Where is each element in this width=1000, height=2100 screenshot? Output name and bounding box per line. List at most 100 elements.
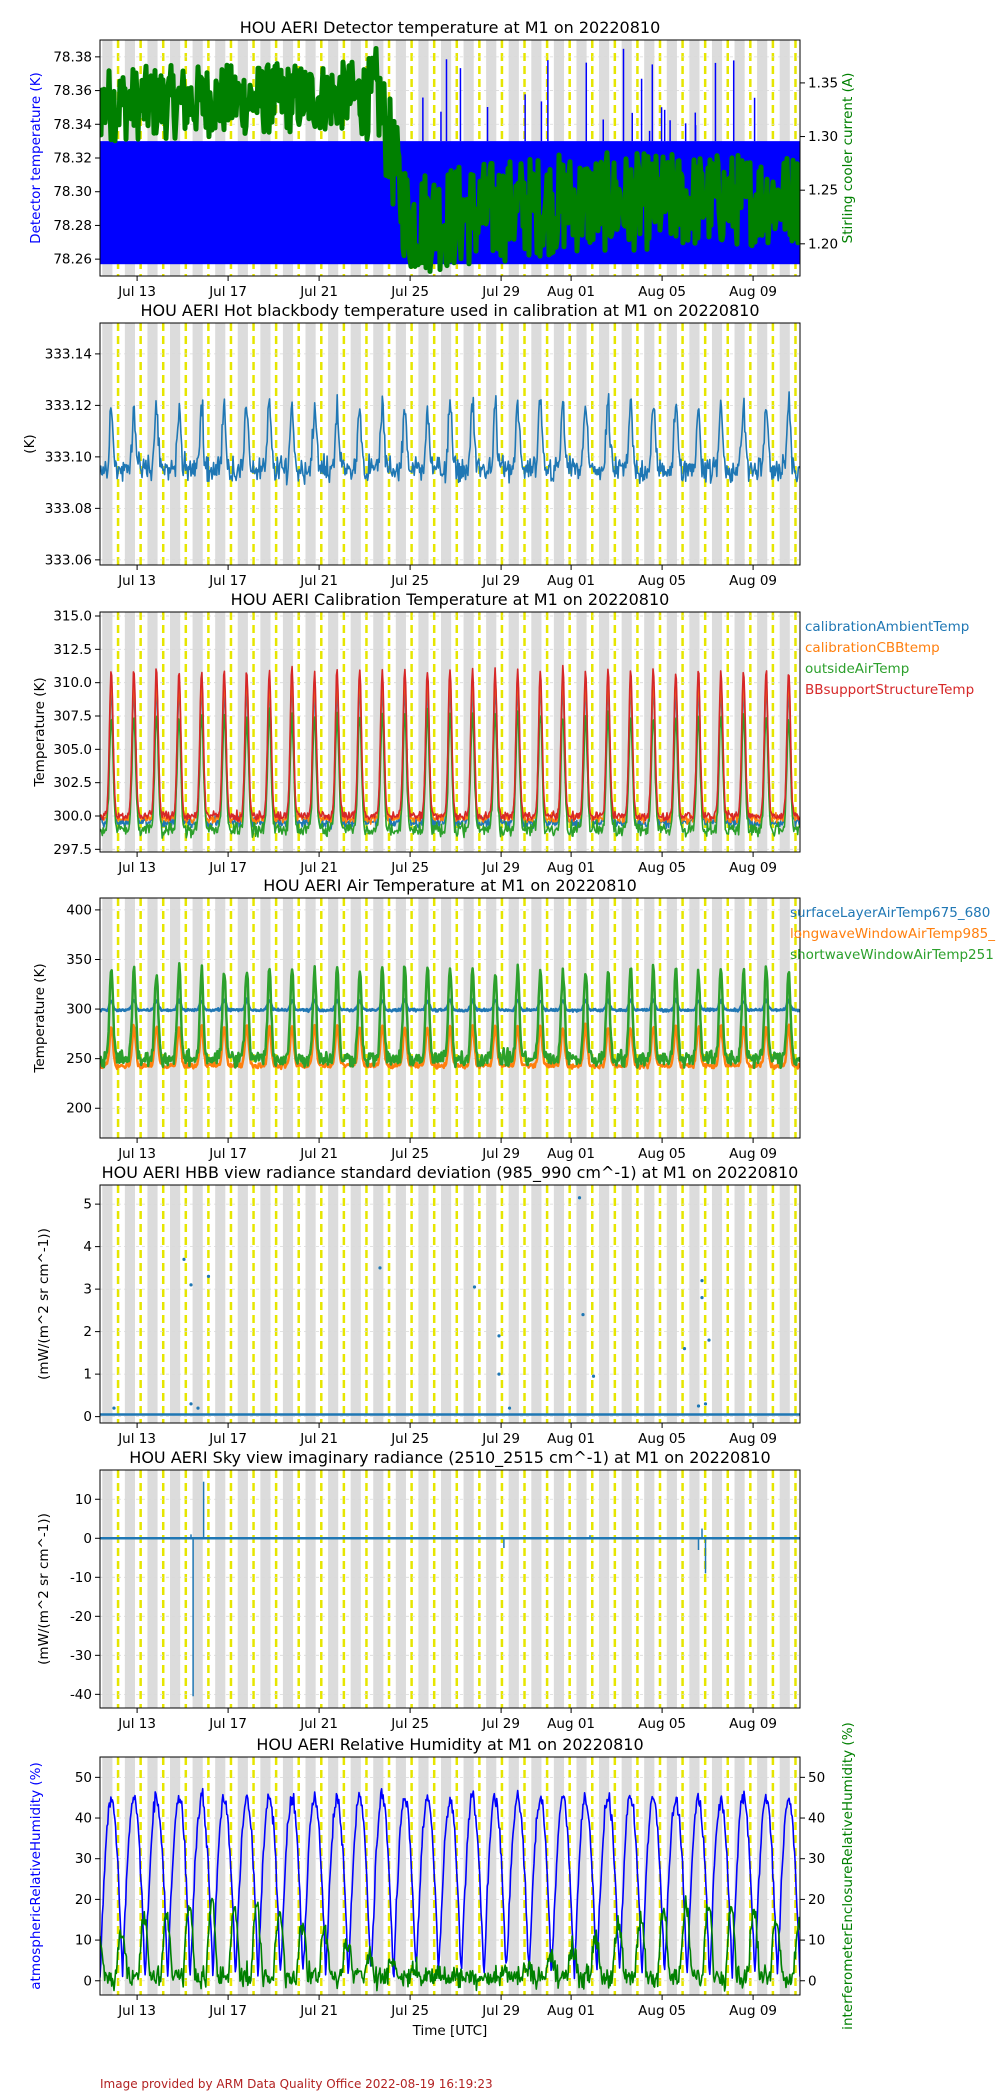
x-tick-label: Jul 13	[117, 1716, 156, 1732]
night-band	[508, 898, 519, 1138]
night-band	[599, 1470, 610, 1708]
night-band	[734, 612, 745, 852]
legend: surfaceLayerAirTemp675_680 longwaveWindow…	[790, 905, 995, 963]
night-band	[779, 898, 790, 1138]
night-band	[486, 1757, 497, 1995]
panel-1: HOU AERI Detector temperature at M1 on 2…	[28, 18, 856, 300]
y-tick-label: 250	[66, 1051, 92, 1067]
y-tick-label: 302.5	[53, 775, 92, 791]
night-band	[666, 1185, 677, 1423]
y-tick-label-right: 1.30	[808, 129, 838, 145]
outlier-point	[112, 1406, 116, 1410]
night-band	[486, 612, 497, 852]
night-band	[215, 323, 226, 565]
y-tick-label: 300.0	[53, 809, 92, 825]
legend-entry: outsideAirTemp	[805, 661, 909, 677]
night-band	[170, 1185, 181, 1423]
night-band	[757, 1185, 768, 1423]
night-band	[328, 1185, 339, 1423]
day-night-background	[102, 612, 797, 852]
x-tick-label: Aug 05	[638, 284, 686, 300]
night-band	[305, 612, 316, 852]
night-band	[328, 898, 339, 1138]
night-band	[282, 1757, 294, 1995]
night-band	[440, 1185, 452, 1423]
x-tick-label: Aug 09	[729, 1716, 777, 1732]
y-tick-label: 1	[83, 1367, 92, 1383]
y-axis-label-right: Stirling cooler current (A)	[840, 73, 856, 244]
x-tick-label: Aug 01	[547, 2003, 595, 2019]
night-band	[666, 1757, 677, 1995]
night-band	[486, 898, 497, 1138]
night-band	[644, 612, 655, 852]
y-tick-label: -20	[70, 1609, 92, 1625]
night-band	[305, 1470, 316, 1708]
panel-3: HOU AERI Calibration Temperature at M1 o…	[32, 590, 974, 876]
night-band	[711, 1470, 723, 1708]
night-band	[440, 1470, 452, 1708]
night-band	[757, 898, 768, 1138]
y-tick-label: 10	[75, 1933, 92, 1949]
night-band	[260, 612, 271, 852]
series-outsideAirTemp	[100, 707, 800, 839]
axes-frame	[99, 1469, 801, 1709]
night-band	[418, 1185, 429, 1423]
axes-frame	[99, 1756, 801, 1996]
night-band	[260, 323, 271, 565]
night-band	[260, 1185, 271, 1423]
x-tick-label: Jul 13	[117, 1146, 156, 1162]
outlier-point	[703, 1402, 708, 1406]
outlier-point	[682, 1347, 687, 1351]
night-band	[508, 612, 519, 852]
night-band	[711, 323, 723, 565]
night-band	[102, 1470, 113, 1708]
y-tick-label: -10	[70, 1570, 92, 1586]
y-tick-label: 312.5	[53, 642, 92, 658]
night-band	[237, 1470, 248, 1708]
night-band	[215, 612, 226, 852]
x-tick-label: Jul 17	[208, 1431, 247, 1447]
night-band	[599, 1757, 610, 1995]
outlier-point	[497, 1334, 501, 1338]
y-tick-label: 0	[83, 1531, 92, 1547]
chart-title: HOU AERI Calibration Temperature at M1 o…	[231, 590, 670, 609]
night-band	[508, 1757, 519, 1995]
night-band	[237, 1757, 248, 1995]
y-tick-label-right: 0	[808, 1973, 817, 1989]
night-band	[305, 1757, 316, 1995]
night-band	[305, 1185, 316, 1423]
night-band	[305, 898, 316, 1138]
night-band	[644, 323, 655, 565]
series-s1	[100, 391, 800, 486]
night-band	[395, 1470, 406, 1708]
night-band	[215, 1757, 226, 1995]
night-band	[350, 323, 361, 565]
x-tick-label: Jul 13	[117, 2003, 156, 2019]
night-band	[576, 898, 587, 1138]
x-tick-label: Aug 09	[729, 1146, 777, 1162]
x-tick-label: Jul 29	[481, 860, 520, 876]
night-band	[711, 612, 723, 852]
x-tick-label: Jul 17	[208, 2003, 247, 2019]
night-band	[328, 1757, 339, 1995]
y-tick-label: 333.14	[45, 346, 92, 362]
y-tick-label: 315.0	[53, 609, 92, 625]
x-tick-label: Jul 21	[299, 573, 338, 589]
legend-entry: surfaceLayerAirTemp675_680	[790, 905, 990, 921]
night-band	[237, 898, 248, 1138]
night-band	[621, 323, 632, 565]
outlier-point	[182, 1257, 186, 1261]
night-band	[418, 323, 429, 565]
night-band	[666, 1470, 677, 1708]
legend: calibrationAmbientTemp calibrationCBBtemp…	[805, 619, 974, 698]
x-tick-label: Jul 17	[208, 573, 247, 589]
axes-frame	[99, 1184, 801, 1424]
y-axis-label: (K)	[22, 434, 38, 453]
night-band	[599, 1185, 610, 1423]
night-band	[779, 1757, 790, 1995]
x-tick-label: Aug 09	[729, 573, 777, 589]
chart-title: HOU AERI Sky view imaginary radiance (25…	[129, 1448, 770, 1468]
chart-title: HOU AERI Air Temperature at M1 on 202208…	[263, 876, 637, 895]
series-surfaceLayerAirTemp675_680	[100, 997, 800, 1014]
night-band	[757, 1757, 768, 1995]
